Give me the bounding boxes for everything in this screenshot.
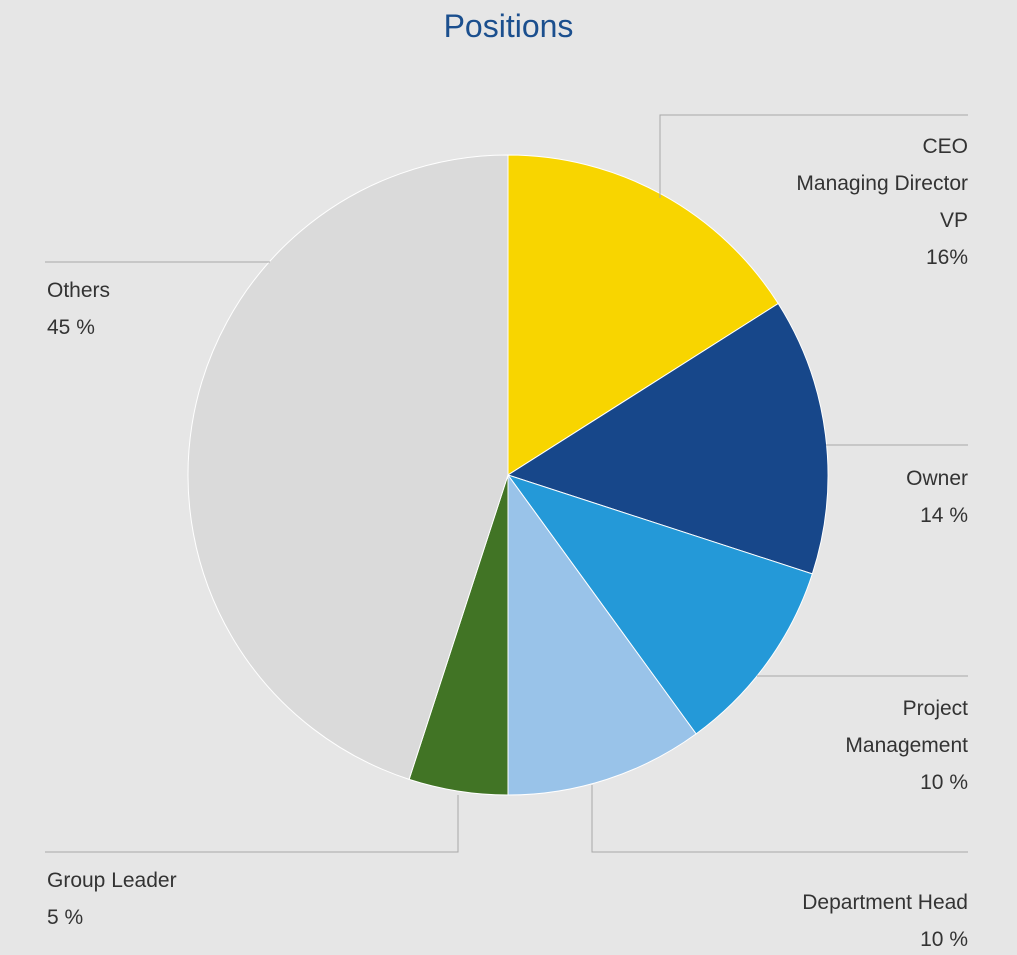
leader-line [591, 785, 968, 853]
value-label: 14 % [920, 504, 968, 527]
value-label: 45 % [47, 316, 95, 339]
slice-label: Project Management 10 % [845, 690, 968, 801]
pie-slice [506, 474, 813, 735]
pie-slice [187, 154, 509, 780]
value-label: 10 % [920, 771, 968, 794]
category-label: Others [47, 279, 111, 302]
pie-slice [507, 154, 779, 476]
chart-title: Positions [443, 8, 574, 44]
category-label: Department Head [802, 891, 968, 914]
slice-label: Owner 14 % [906, 460, 968, 534]
category-label: Group Leader [47, 869, 177, 892]
slice-label: Others 45 % [47, 272, 110, 346]
leader-line [659, 114, 968, 198]
category-label: Owner [906, 467, 968, 490]
value-label: 5 % [47, 906, 84, 929]
slice-label: Group Leader 5 % [47, 862, 177, 936]
category-label: CEO Managing Director VP [796, 135, 968, 232]
leader-line [45, 795, 459, 853]
pie-slice [506, 302, 829, 575]
slice-label: CEO Managing Director VP 16% [796, 128, 968, 276]
wedges [187, 154, 829, 796]
value-label: 10 % [920, 928, 968, 951]
value-label: 16% [925, 246, 968, 269]
slice-label: Department Head 10 % [802, 884, 968, 955]
category-label: Project Management [845, 697, 968, 757]
pie-slice [507, 473, 697, 796]
